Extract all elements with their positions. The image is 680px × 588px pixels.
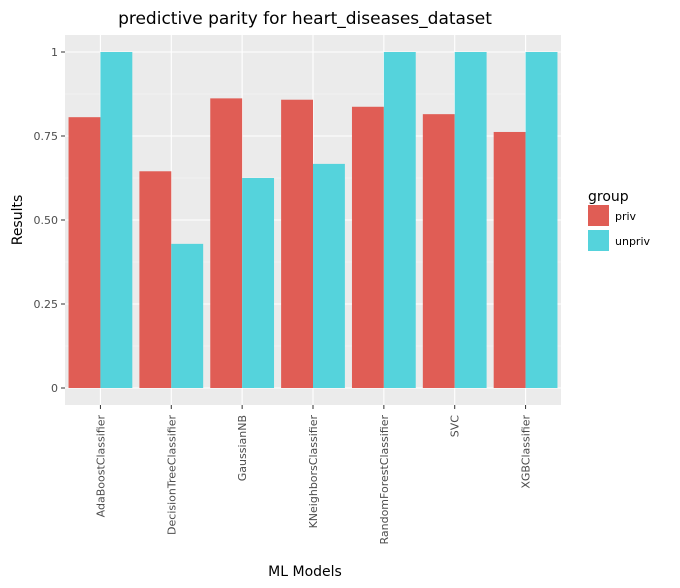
x-tick-label: XGBClassifier <box>520 415 533 489</box>
legend-swatch-unpriv <box>588 230 609 251</box>
bar-priv <box>210 98 243 389</box>
bar-unpriv <box>242 178 275 388</box>
y-tick-label: 1 <box>51 46 58 59</box>
x-axis: AdaBoostClassifier DecisionTreeClassifier… <box>94 405 533 545</box>
bar-priv <box>351 106 384 388</box>
y-tick-label: 0.25 <box>34 298 59 311</box>
bar-unpriv <box>100 52 133 388</box>
bar-priv <box>281 99 313 388</box>
x-tick-label: KNeighborsClassifier <box>307 415 320 529</box>
legend-label-unpriv: unpriv <box>615 235 651 248</box>
x-tick-label: GaussianNB <box>236 415 249 481</box>
y-axis: 0 0.25 0.50 0.75 1 <box>34 46 65 395</box>
chart-title: predictive parity for heart_diseases_dat… <box>118 9 492 29</box>
y-tick-label: 0 <box>51 382 58 395</box>
y-tick-label: 0.50 <box>34 214 59 227</box>
x-tick-label: RandomForestClassifier <box>378 415 391 545</box>
bar-priv <box>139 171 172 388</box>
bar-unpriv <box>454 52 487 388</box>
legend: group priv unpriv <box>588 189 651 251</box>
bar-unpriv <box>313 163 345 388</box>
legend-swatch-priv <box>588 205 609 226</box>
bar-priv <box>493 131 526 388</box>
legend-label-priv: priv <box>615 210 637 223</box>
y-axis-title: Results <box>10 195 26 246</box>
legend-title: group <box>588 189 629 205</box>
x-axis-title: ML Models <box>268 564 342 580</box>
x-tick-label: AdaBoostClassifier <box>94 415 107 518</box>
bar-priv <box>68 117 101 389</box>
bar-unpriv <box>525 52 558 388</box>
x-tick-label: DecisionTreeClassifier <box>165 415 178 535</box>
bar-unpriv <box>383 52 416 388</box>
x-tick-label: SVC <box>449 415 462 438</box>
y-tick-label: 0.75 <box>34 130 59 143</box>
bars <box>68 52 558 389</box>
bar-unpriv <box>171 243 204 388</box>
bar-priv <box>422 114 455 388</box>
